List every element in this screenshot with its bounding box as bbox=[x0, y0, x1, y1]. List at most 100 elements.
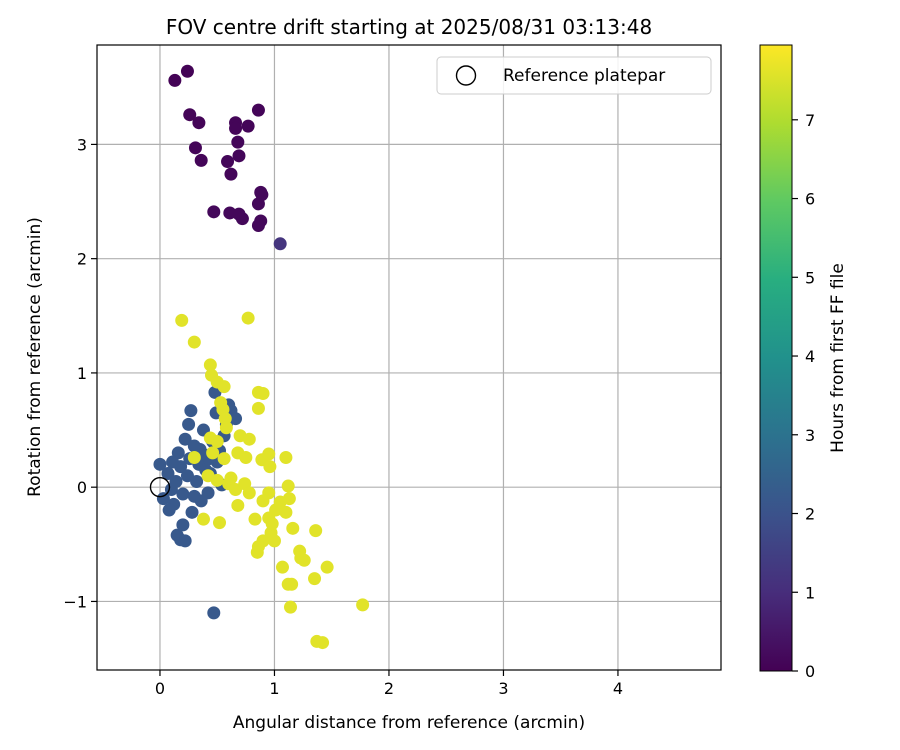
grid bbox=[97, 45, 721, 670]
data-point bbox=[224, 167, 238, 181]
data-point bbox=[180, 64, 194, 78]
data-point bbox=[316, 636, 330, 650]
y-tick-label: 2 bbox=[77, 250, 87, 269]
x-axis-ticks: 0 1 2 3 4 bbox=[155, 670, 623, 698]
chart-title: FOV centre drift starting at 2025/08/31 … bbox=[166, 15, 652, 39]
data-point bbox=[192, 116, 206, 130]
y-tick-label: −1 bbox=[63, 592, 87, 611]
data-point bbox=[308, 572, 322, 586]
data-point bbox=[187, 450, 201, 464]
data-point bbox=[262, 447, 276, 461]
data-point bbox=[207, 606, 221, 620]
data-points bbox=[153, 64, 370, 650]
data-point bbox=[183, 108, 197, 122]
data-point bbox=[210, 473, 224, 487]
data-point bbox=[166, 455, 180, 469]
data-point bbox=[267, 534, 281, 548]
data-point bbox=[248, 512, 262, 526]
data-point bbox=[356, 598, 370, 612]
data-point bbox=[294, 551, 308, 565]
data-point bbox=[187, 489, 201, 503]
data-point bbox=[196, 512, 210, 526]
data-point bbox=[229, 412, 243, 426]
data-point bbox=[217, 380, 231, 394]
data-point bbox=[219, 421, 233, 435]
data-point bbox=[241, 311, 255, 325]
data-point bbox=[217, 452, 231, 466]
data-point bbox=[250, 545, 264, 559]
data-point bbox=[279, 450, 293, 464]
data-point bbox=[242, 432, 256, 446]
data-point bbox=[175, 313, 189, 327]
data-point bbox=[210, 434, 224, 448]
x-tick-label: 2 bbox=[384, 679, 394, 698]
data-point bbox=[279, 505, 293, 519]
data-point bbox=[178, 432, 192, 446]
data-point bbox=[275, 560, 289, 574]
data-point bbox=[185, 505, 199, 519]
colorbar-tick-label: 6 bbox=[805, 190, 815, 209]
data-point bbox=[184, 404, 198, 418]
data-point bbox=[309, 524, 323, 538]
data-point bbox=[213, 516, 227, 530]
data-point bbox=[203, 358, 217, 372]
data-point bbox=[251, 103, 265, 117]
data-point bbox=[206, 446, 220, 460]
data-point bbox=[256, 494, 270, 508]
data-point bbox=[265, 517, 279, 531]
data-point bbox=[176, 518, 190, 532]
data-point bbox=[188, 141, 202, 155]
legend-box bbox=[436, 56, 712, 95]
data-point bbox=[241, 119, 255, 133]
y-tick-label: 3 bbox=[77, 135, 87, 154]
data-point bbox=[156, 492, 170, 506]
legend: Reference platepar bbox=[436, 56, 712, 95]
data-point bbox=[273, 237, 287, 251]
colorbar-tick-label: 1 bbox=[805, 583, 815, 602]
data-point bbox=[194, 153, 208, 167]
y-axis-label: Rotation from reference (arcmin) bbox=[25, 217, 45, 497]
colorbar-tick-label: 5 bbox=[805, 268, 815, 287]
data-point bbox=[320, 560, 334, 574]
data-point bbox=[168, 73, 182, 87]
x-tick-label: 4 bbox=[613, 679, 623, 698]
x-axis-label: Angular distance from reference (arcmin) bbox=[233, 713, 585, 733]
x-tick-label: 1 bbox=[269, 679, 279, 698]
legend-marker bbox=[455, 65, 477, 86]
data-point bbox=[221, 155, 235, 169]
data-point bbox=[207, 205, 221, 219]
data-point bbox=[176, 487, 190, 501]
data-point bbox=[251, 401, 265, 415]
colorbar-tick-label: 4 bbox=[805, 347, 815, 366]
data-point bbox=[201, 486, 215, 500]
data-point bbox=[281, 479, 295, 493]
data-point bbox=[162, 503, 176, 517]
data-point bbox=[229, 121, 243, 135]
data-point bbox=[286, 521, 300, 535]
data-point bbox=[232, 149, 246, 163]
reference-point bbox=[149, 476, 171, 498]
x-tick-label: 3 bbox=[498, 679, 508, 698]
y-tick-label: 0 bbox=[77, 478, 87, 497]
colorbar-tick-label: 7 bbox=[805, 111, 815, 130]
data-point bbox=[231, 135, 245, 149]
colorbar-ticks: 0 1 2 3 4 5 6 7 bbox=[792, 111, 815, 681]
data-point bbox=[256, 386, 270, 400]
plot-frame bbox=[96, 44, 722, 671]
data-point bbox=[187, 335, 201, 349]
data-point bbox=[285, 577, 299, 591]
data-point bbox=[190, 474, 204, 488]
y-tick-label: 1 bbox=[77, 364, 87, 383]
colorbar-gradient bbox=[759, 44, 793, 672]
colorbar-tick-label: 0 bbox=[805, 662, 815, 681]
data-point bbox=[235, 212, 249, 226]
colorbar: 0 1 2 3 4 5 6 7 Hours from first FF file bbox=[759, 44, 848, 681]
data-point bbox=[273, 495, 287, 509]
data-point bbox=[239, 450, 253, 464]
data-point bbox=[178, 534, 192, 548]
data-point bbox=[255, 188, 269, 202]
colorbar-tick-label: 2 bbox=[805, 505, 815, 524]
data-point bbox=[283, 600, 297, 614]
data-point bbox=[169, 474, 183, 488]
